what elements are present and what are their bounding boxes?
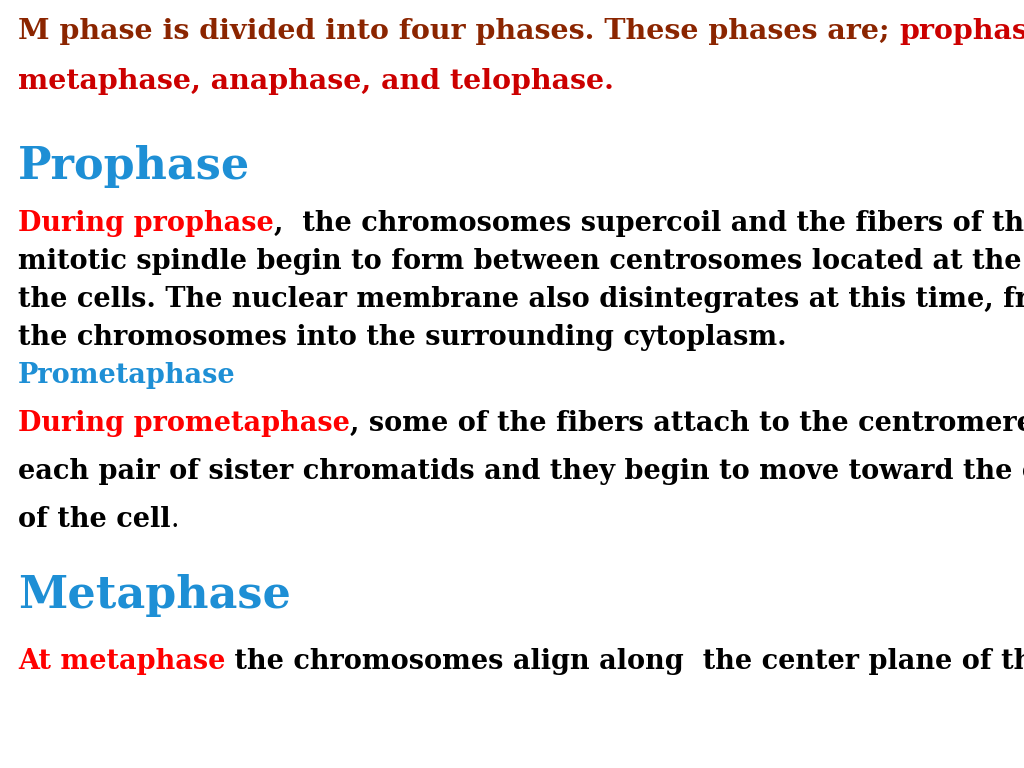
Text: the cells. The nuclear membrane also disintegrates at this time, freeing: the cells. The nuclear membrane also dis… bbox=[18, 286, 1024, 313]
Text: the chromosomes align along  the center plane of the cell.: the chromosomes align along the center p… bbox=[225, 648, 1024, 675]
Text: ,  the chromosomes supercoil and the fibers of the: , the chromosomes supercoil and the fibe… bbox=[273, 210, 1024, 237]
Text: mitotic spindle begin to form between centrosomes located at the pole of: mitotic spindle begin to form between ce… bbox=[18, 248, 1024, 275]
Text: M phase is divided into four phases. These phases are;: M phase is divided into four phases. The… bbox=[18, 18, 899, 45]
Text: Metaphase: Metaphase bbox=[18, 574, 291, 617]
Text: Prophase: Prophase bbox=[18, 145, 250, 188]
Text: Prometaphase: Prometaphase bbox=[18, 362, 236, 389]
Text: , some of the fibers attach to the centromere of: , some of the fibers attach to the centr… bbox=[350, 410, 1024, 437]
Text: At metaphase: At metaphase bbox=[18, 648, 225, 675]
Text: the chromosomes into the surrounding cytoplasm.: the chromosomes into the surrounding cyt… bbox=[18, 324, 786, 351]
Text: During prophase: During prophase bbox=[18, 210, 273, 237]
Text: prophase,: prophase, bbox=[899, 18, 1024, 45]
Text: each pair of sister chromatids and they begin to move toward the center: each pair of sister chromatids and they … bbox=[18, 458, 1024, 485]
Text: metaphase, anaphase, and telophase.: metaphase, anaphase, and telophase. bbox=[18, 68, 613, 95]
Text: .: . bbox=[171, 506, 179, 533]
Text: During prometaphase: During prometaphase bbox=[18, 410, 350, 437]
Text: of the cell: of the cell bbox=[18, 506, 171, 533]
